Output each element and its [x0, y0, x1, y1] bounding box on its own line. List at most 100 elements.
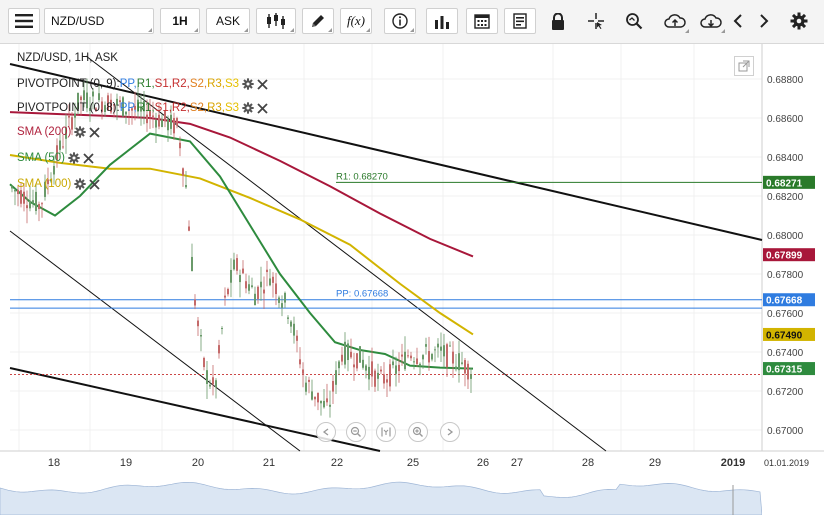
- crosshair-button[interactable]: [582, 8, 610, 34]
- chevron-right-icon: [760, 14, 769, 28]
- zoom-in-button[interactable]: [408, 422, 428, 442]
- candle-body: [218, 345, 220, 354]
- candle-body: [395, 365, 397, 374]
- candle-body: [143, 100, 145, 112]
- lock-button[interactable]: [544, 8, 572, 34]
- cloud-upload-icon: [664, 14, 686, 28]
- upload-cloud-button[interactable]: [660, 8, 690, 34]
- legend-indicator-name: PIVOTPOINT (0, 9): [17, 78, 117, 90]
- volume-button[interactable]: [426, 8, 458, 34]
- time-tick-label: 18: [48, 457, 60, 469]
- scroll-right-button[interactable]: [754, 8, 774, 34]
- candle-body: [107, 95, 109, 111]
- candle-body: [449, 345, 451, 347]
- dropdown-caret-icon: [721, 29, 725, 33]
- candle-body: [374, 370, 376, 387]
- expand-chart-button[interactable]: [734, 56, 754, 76]
- function-icon: f(x): [346, 13, 366, 28]
- candle-body: [164, 110, 166, 122]
- candle-body: [119, 100, 121, 103]
- navigator-area[interactable]: [0, 481, 763, 515]
- indicator-remove-close-icon[interactable]: [89, 178, 100, 190]
- zoom-out-button[interactable]: [346, 422, 366, 442]
- candle-body: [149, 110, 151, 117]
- candle-body: [227, 288, 229, 295]
- indicator-remove-close-icon[interactable]: [257, 78, 268, 90]
- price-side-value: ASK: [215, 14, 240, 28]
- symbol-select[interactable]: NZD/USD: [44, 8, 154, 34]
- time-tick-label: 22: [331, 457, 343, 469]
- legend-pivot-key-r3: R3,: [207, 102, 225, 114]
- channel-line-lower[interactable]: [9, 230, 301, 452]
- pivot-price-tag: 0.67668: [766, 296, 803, 307]
- menu-button[interactable]: [8, 8, 40, 34]
- indicator-settings-gear-icon[interactable]: [242, 78, 254, 90]
- candle-body: [257, 286, 259, 299]
- candle-body: [128, 109, 130, 111]
- reset-view-button[interactable]: [376, 422, 396, 442]
- info-button[interactable]: [384, 8, 416, 34]
- indicator-remove-close-icon[interactable]: [257, 102, 268, 114]
- indicators-button[interactable]: f(x): [340, 8, 372, 34]
- candle-body: [50, 179, 52, 182]
- legend-row-sma-2: SMA (200): [17, 124, 100, 140]
- indicator-settings-gear-icon[interactable]: [242, 102, 254, 114]
- candle-body: [158, 114, 160, 127]
- scroll-left-button[interactable]: [728, 8, 748, 34]
- candle-body: [281, 303, 283, 308]
- candle-body: [242, 268, 244, 274]
- candle-body: [236, 258, 238, 271]
- candle-body: [77, 92, 79, 109]
- indicator-remove-close-icon[interactable]: [89, 126, 100, 138]
- candle-body: [320, 400, 322, 404]
- indicator-remove-close-icon[interactable]: [83, 152, 94, 164]
- indicator-settings-gear-icon[interactable]: [74, 178, 86, 190]
- candle-body: [290, 321, 292, 327]
- candle-body: [152, 115, 154, 117]
- calendar-button[interactable]: [466, 8, 498, 34]
- candle-body: [98, 93, 100, 101]
- price-chart[interactable]: 0.68800 0.68600 0.68400 0.68200 0.68000 0.678…: [0, 44, 824, 515]
- chevron-left-icon: [733, 14, 742, 28]
- settings-button[interactable]: [786, 8, 812, 34]
- candle-body: [455, 366, 457, 370]
- candle-body: [293, 323, 295, 336]
- candle-body: [26, 205, 28, 209]
- candle-body: [302, 369, 304, 374]
- chart-type-button[interactable]: [256, 8, 296, 34]
- candle-body: [68, 115, 70, 118]
- triangle-left-icon: [322, 428, 329, 436]
- indicator-settings-gear-icon[interactable]: [74, 126, 86, 138]
- indicator-settings-gear-icon[interactable]: [68, 152, 80, 164]
- candle-body: [326, 398, 328, 403]
- candle-body: [47, 179, 49, 185]
- candle-body: [461, 362, 463, 364]
- candle-body: [194, 299, 196, 306]
- zoom-button[interactable]: [620, 8, 648, 34]
- candle-body: [80, 96, 82, 101]
- pivot-price-tag-bg: [763, 293, 815, 307]
- legend-row-pivotpoint-0: PIVOTPOINT (0, 9) : PP, R1, S1, R2, S2, …: [17, 76, 268, 92]
- template-button[interactable]: [504, 8, 536, 34]
- scroll-forward-button[interactable]: [440, 422, 460, 442]
- timeframe-select[interactable]: 1H: [160, 8, 200, 34]
- time-tick-label: 28: [582, 457, 594, 469]
- dropdown-caret-icon: [366, 28, 370, 32]
- candle-body: [161, 119, 163, 127]
- time-tick-label: 25: [407, 457, 419, 469]
- chart-canvas: 0.68800 0.68600 0.68400 0.68200 0.68000 0.678…: [0, 44, 824, 515]
- triangle-right-icon: [447, 428, 454, 436]
- dropdown-caret-icon: [194, 28, 198, 32]
- pivot-price-tag-bg: [763, 175, 815, 189]
- candle-body: [434, 349, 436, 351]
- fit-icon: [381, 427, 391, 437]
- price-side-select[interactable]: ASK: [206, 8, 250, 34]
- candle-body: [371, 361, 373, 377]
- candle-body: [116, 98, 118, 106]
- scroll-back-button[interactable]: [316, 422, 336, 442]
- draw-tools-button[interactable]: [302, 8, 334, 34]
- candle-body: [416, 358, 418, 364]
- timeframe-select-value: 1H: [172, 14, 188, 28]
- download-cloud-button[interactable]: [696, 8, 726, 34]
- candle-body: [188, 226, 190, 231]
